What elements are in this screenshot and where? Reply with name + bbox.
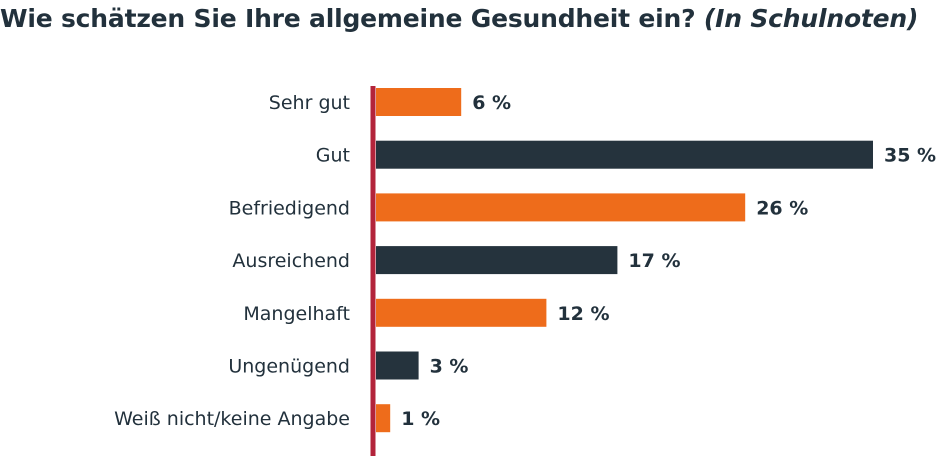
category-label: Weiß nicht/keine Angabe: [114, 408, 350, 430]
category-label: Befriedigend: [229, 197, 350, 219]
value-label: 26 %: [756, 197, 808, 219]
value-label: 35 %: [884, 145, 936, 167]
category-label: Sehr gut: [269, 92, 350, 114]
category-labels-group: Sehr gut Gut Befriedigend Ausreichend Mangel…: [114, 92, 350, 430]
bar-2: [376, 193, 746, 222]
value-label: 17 %: [628, 250, 680, 272]
category-label: Ausreichend: [232, 250, 350, 272]
bar-1: [376, 140, 873, 169]
chart-title: Wie schätzen Sie Ihre allgemeine Gesundh…: [0, 2, 918, 36]
category-label: Ungenügend: [228, 356, 350, 378]
chart-title-note: (In Schulnoten): [703, 4, 919, 33]
bar-5: [376, 351, 419, 380]
value-labels-group: 6 % 35 % 26 % 17 % 12 % 3 % 1 %: [401, 92, 936, 430]
value-label: 12 %: [557, 303, 609, 325]
bar-3: [376, 246, 618, 275]
value-label: 6 %: [472, 92, 511, 114]
chart-title-main: Wie schätzen Sie Ihre allgemeine Gesundh…: [0, 4, 696, 33]
category-label: Gut: [316, 145, 350, 167]
bar-6: [376, 404, 391, 433]
category-label: Mangelhaft: [243, 303, 350, 325]
bars-group: [376, 88, 873, 433]
bar-0: [376, 88, 462, 116]
bar-4: [376, 298, 547, 327]
value-label: 3 %: [430, 356, 469, 378]
value-label: 1 %: [401, 408, 440, 430]
